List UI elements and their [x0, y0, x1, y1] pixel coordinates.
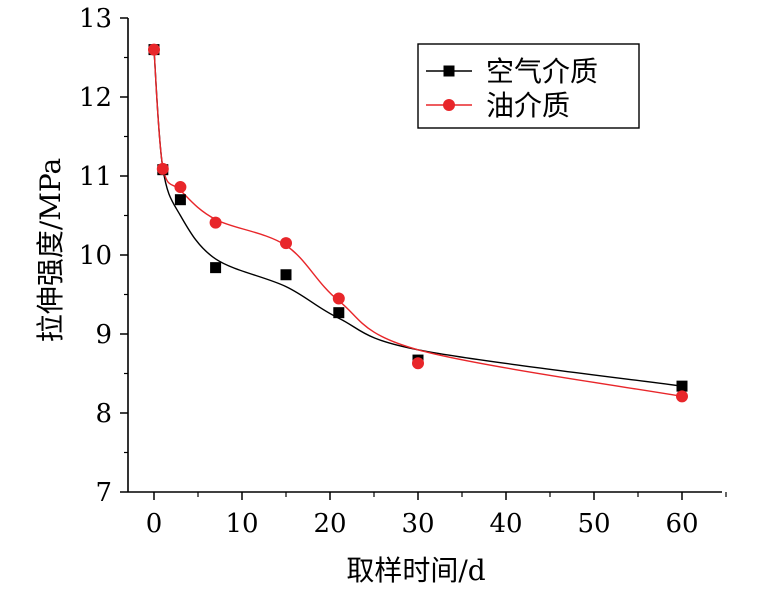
series-2-point	[174, 181, 187, 194]
plot-area: 7 8 9 10 11 12 13 0 10 20 30 40 50 60	[79, 4, 727, 539]
y-tick-label: 10	[79, 241, 112, 271]
series-1-point	[174, 194, 186, 206]
x-tick-label: 10	[225, 509, 258, 539]
legend-marker-circle	[443, 99, 455, 111]
y-axis-title: 拉伸强度/MPa	[34, 158, 67, 342]
legend-marker-square	[443, 65, 455, 77]
series-2-point	[676, 390, 688, 403]
series-2-point	[332, 292, 345, 305]
x-tick-label: 0	[146, 509, 163, 539]
series-1-point	[280, 269, 292, 281]
legend-label: 空气介质	[486, 55, 598, 88]
x-ticks: 0 10 20 30 40 50 60	[146, 492, 727, 539]
legend-box	[417, 43, 640, 129]
x-tick-label: 40	[489, 509, 522, 539]
series-2-point	[209, 216, 222, 229]
y-tick-label: 8	[95, 399, 112, 429]
series-1-point	[210, 262, 222, 274]
x-tick-label: 30	[401, 509, 434, 539]
y-tick-label: 11	[79, 162, 112, 192]
y-tick-label: 7	[95, 478, 112, 508]
y-tick-label: 13	[79, 4, 112, 34]
series-2-point	[412, 357, 424, 370]
data-points	[148, 43, 688, 403]
x-tick-label: 60	[665, 509, 698, 539]
series-1-point	[333, 307, 345, 319]
legend-label: 油介质	[486, 89, 570, 122]
series-2-point	[156, 162, 169, 175]
y-tick-label: 12	[79, 83, 112, 113]
x-tick-label: 20	[313, 509, 346, 539]
y-ticks: 7 8 9 10 11 12 13	[79, 4, 128, 508]
series-1-point	[676, 380, 688, 392]
x-axis-title: 取样时间/d	[346, 554, 485, 587]
x-tick-label: 50	[577, 509, 610, 539]
series-2-point	[148, 43, 160, 56]
y-tick-label: 9	[95, 320, 112, 350]
series-2-point	[280, 237, 292, 250]
